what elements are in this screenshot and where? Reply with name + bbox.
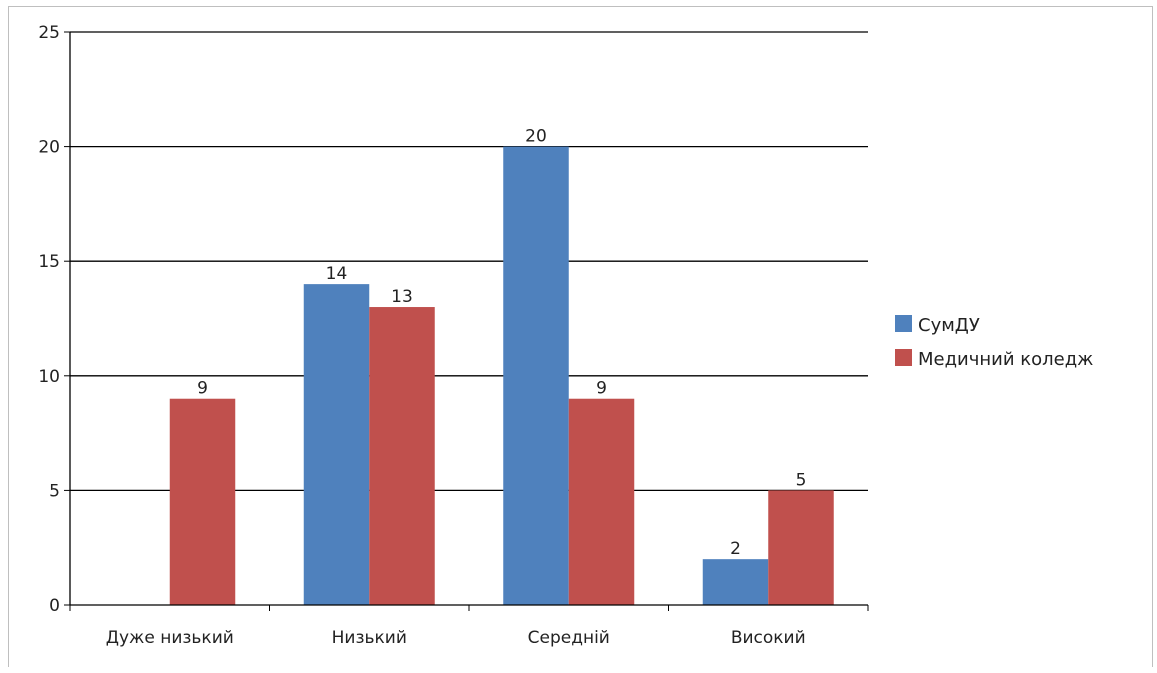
legend-swatch xyxy=(895,315,912,332)
legend-label: СумДУ xyxy=(918,315,980,336)
y-tick-label: 10 xyxy=(38,367,60,387)
data-label: 9 xyxy=(197,379,208,399)
data-label: 14 xyxy=(326,264,348,284)
category-label: Низький xyxy=(332,628,407,648)
legend-label: Медичний коледж xyxy=(918,349,1093,370)
category-label: Середній xyxy=(528,628,610,648)
y-tick-label: 15 xyxy=(38,252,60,272)
bar xyxy=(768,490,834,605)
bar xyxy=(369,307,435,605)
data-label: 13 xyxy=(391,287,413,307)
data-label: 9 xyxy=(596,379,607,399)
category-label: Дуже низький xyxy=(106,628,234,648)
y-tick-label: 0 xyxy=(49,596,60,616)
y-tick-label: 5 xyxy=(49,481,60,501)
chart-frame xyxy=(8,6,1153,667)
y-tick-label: 25 xyxy=(38,23,60,43)
data-label: 20 xyxy=(525,127,547,147)
bar xyxy=(568,398,635,605)
bar xyxy=(702,559,769,605)
category-label: Високий xyxy=(731,628,806,648)
legend: СумДУ Медичний коледж xyxy=(895,315,1093,370)
bar xyxy=(503,146,569,605)
bar xyxy=(303,284,370,605)
axes xyxy=(64,31,869,611)
y-tick-label: 20 xyxy=(38,138,60,158)
legend-swatch xyxy=(895,349,912,366)
bar xyxy=(169,398,236,605)
data-label: 2 xyxy=(730,539,741,559)
bars xyxy=(169,146,834,605)
data-label: 5 xyxy=(796,470,807,490)
